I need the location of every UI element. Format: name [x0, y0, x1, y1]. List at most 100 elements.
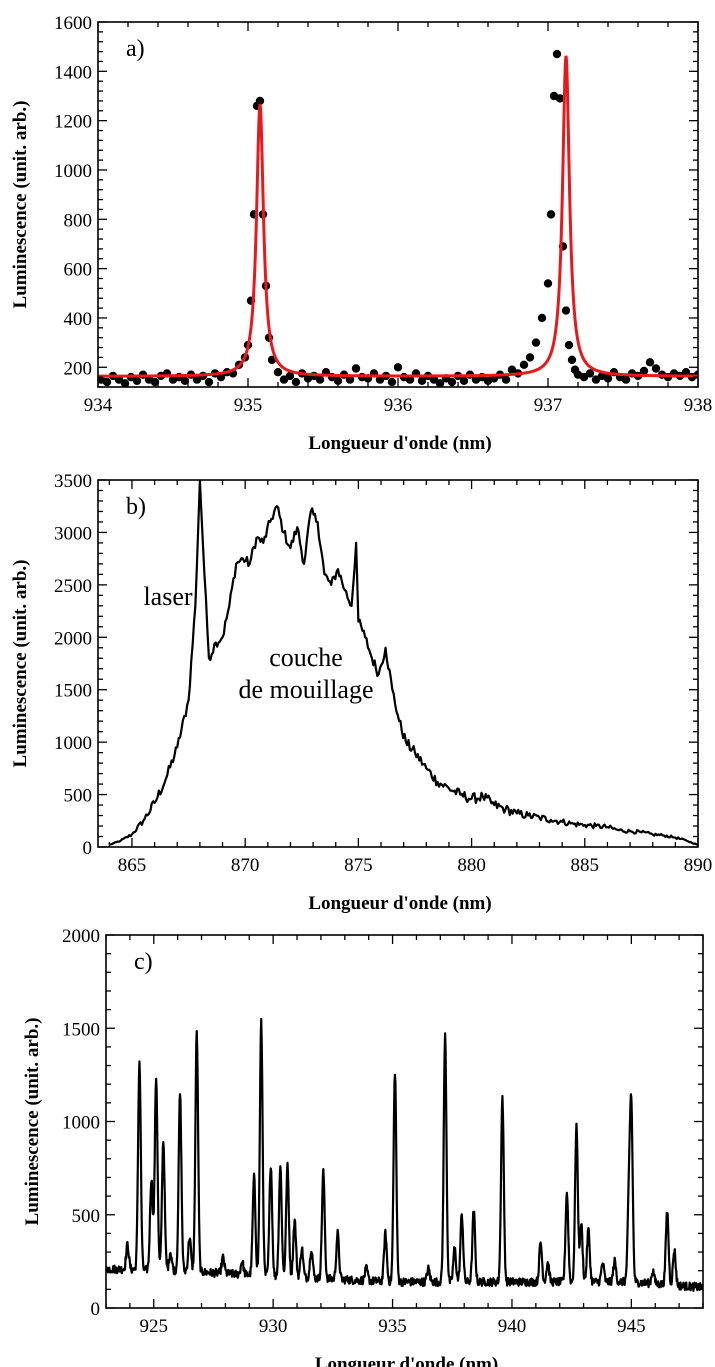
- data-point: [279, 375, 289, 384]
- data-point: [519, 360, 529, 370]
- plot-area: [98, 49, 698, 387]
- annotation-de-mouillage: de mouillage: [238, 675, 373, 704]
- spectrum-line: [108, 480, 698, 846]
- panel-c: 925 930 935 940 945 0 500 1000 1500 2000 Longueur …: [22, 926, 704, 1367]
- spectrum-line: [106, 1017, 703, 1292]
- data-point: [291, 377, 301, 387]
- data-point: [387, 377, 397, 387]
- data-point: [333, 376, 343, 386]
- y-tick-label: 1400: [54, 62, 92, 83]
- panel-b: 865 870 875 880 885 890 0 500 1000 1500 2000 2500 30…: [10, 471, 712, 914]
- x-tick-label: 870: [231, 855, 260, 876]
- data-point: [192, 375, 202, 384]
- y-tick-label: 1000: [62, 1113, 100, 1134]
- data-point: [273, 368, 283, 377]
- y-tick-label: 200: [64, 358, 93, 379]
- data-point: [150, 377, 160, 387]
- x-axis-label: Longueur d'onde (nm): [315, 1354, 498, 1367]
- data-point: [345, 375, 355, 384]
- data-point: [459, 376, 469, 386]
- data-point: [435, 379, 445, 387]
- axes-frame: [97, 479, 699, 848]
- y-tick-label: 800: [64, 210, 93, 231]
- x-tick-label: 934: [84, 395, 113, 416]
- y-tick-label: 600: [64, 260, 93, 281]
- data-point: [564, 340, 574, 350]
- y-tick-label: 1000: [54, 733, 92, 754]
- data-point: [501, 375, 511, 384]
- data-point: [393, 363, 403, 372]
- y-axis-label: Luminescence (unit. arb.): [10, 101, 31, 309]
- y-tick-label: 1500: [62, 1019, 100, 1040]
- data-point: [645, 358, 655, 367]
- data-point: [531, 338, 541, 347]
- data-point: [120, 379, 130, 387]
- x-tick-label: 940: [498, 1316, 527, 1337]
- x-tick-label: 945: [617, 1316, 646, 1337]
- data-point: [405, 375, 415, 384]
- panel-a: 934 935 936 937 938 200 400 600 800 1000 1200 1400 1…: [10, 13, 712, 454]
- plot-area: [106, 1017, 703, 1292]
- panel-label: b): [126, 494, 146, 520]
- x-tick-label: 875: [344, 855, 373, 876]
- data-point: [546, 210, 556, 219]
- data-point: [651, 364, 661, 373]
- data-point: [543, 279, 553, 288]
- data-point: [603, 374, 613, 383]
- data-point: [180, 376, 190, 386]
- y-axis-label: Luminescence (unit. arb.): [10, 560, 31, 768]
- x-tick-label: 880: [457, 855, 486, 876]
- x-tick-label: 936: [384, 395, 413, 416]
- y-tick-label: 3000: [54, 523, 92, 544]
- x-tick-label: 937: [534, 395, 563, 416]
- x-tick-label: 935: [378, 1316, 407, 1337]
- y-tick-label: 3500: [54, 471, 92, 492]
- y-tick-label: 400: [64, 309, 93, 330]
- data-point: [621, 375, 631, 384]
- data-point: [447, 377, 457, 387]
- x-tick-label: 938: [684, 395, 713, 416]
- x-tick-label: 885: [571, 855, 600, 876]
- data-point: [591, 375, 601, 384]
- data-point: [351, 364, 361, 373]
- panel-label: a): [126, 36, 145, 62]
- data-point: [567, 355, 577, 365]
- x-axis-label: Longueur d'onde (nm): [308, 433, 491, 454]
- data-point: [375, 375, 385, 384]
- x-tick-label: 865: [118, 855, 147, 876]
- x-tick-label: 925: [140, 1316, 169, 1337]
- data-point: [285, 371, 295, 381]
- data-point: [681, 368, 691, 377]
- y-tick-label: 500: [72, 1206, 101, 1227]
- plot-area: [108, 480, 698, 846]
- data-point: [102, 377, 112, 387]
- data-point: [585, 369, 595, 378]
- data-point: [507, 365, 517, 374]
- y-tick-label: 1600: [54, 13, 92, 34]
- y-tick-label: 2000: [54, 628, 92, 649]
- data-point: [555, 94, 565, 103]
- y-tick-label: 1000: [54, 161, 92, 182]
- y-tick-label: 1500: [54, 681, 92, 702]
- fit-curve: [98, 55, 698, 378]
- y-tick-label: 0: [91, 1299, 101, 1320]
- annotation-laser: laser: [143, 582, 192, 611]
- y-tick-label: 500: [64, 786, 93, 807]
- data-point: [204, 377, 214, 387]
- annotation-couche: couche: [269, 643, 343, 672]
- y-tick-label: 1200: [54, 112, 92, 133]
- data-point: [429, 375, 439, 384]
- x-tick-label: 935: [234, 395, 263, 416]
- data-point: [132, 376, 142, 386]
- panel-label: c): [134, 949, 153, 975]
- data-point: [255, 96, 265, 106]
- x-tick-label: 930: [259, 1316, 288, 1337]
- data-point: [561, 306, 571, 315]
- y-axis-label: Luminescence (unit. arb.): [22, 1018, 43, 1226]
- data-point: [552, 49, 562, 59]
- data-point: [417, 376, 427, 386]
- data-point: [639, 366, 649, 376]
- y-tick-label: 2500: [54, 576, 92, 597]
- data-point: [579, 372, 589, 382]
